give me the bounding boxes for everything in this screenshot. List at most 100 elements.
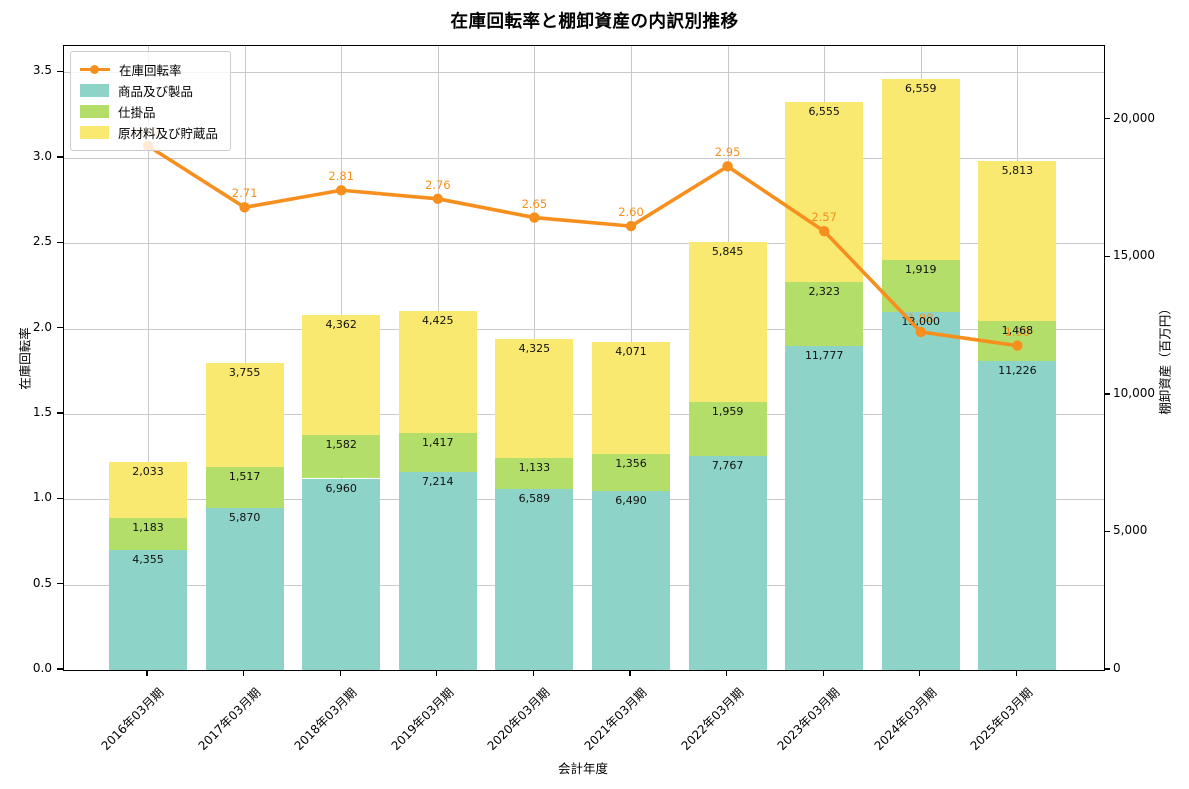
bar-segment	[785, 101, 864, 283]
y-tick-label-left: 3.0	[32, 148, 52, 163]
bar-value-label: 1,356	[615, 457, 647, 471]
bar-value-label: 5,870	[228, 511, 261, 525]
bar-value-label: 2,323	[808, 285, 840, 299]
bar-value-label: 4,355	[132, 553, 164, 567]
line-point-marker	[722, 161, 733, 172]
gridline-v	[148, 46, 149, 670]
bar-value-label: 1,517	[228, 469, 261, 483]
y-axis-label-left: 在庫回転率	[17, 327, 33, 390]
y-tick-label-right: 0	[1113, 661, 1121, 675]
bar-value-label: 6,555	[808, 104, 840, 118]
x-tick	[339, 670, 341, 676]
turnover-line	[147, 144, 1018, 348]
bar-segment	[881, 312, 960, 670]
bar-value-label: 4,362	[325, 317, 357, 331]
bar-value-label: 1,582	[325, 437, 357, 451]
green-swatch-icon	[80, 105, 109, 118]
bar-segment	[592, 491, 670, 670]
y-tick-label-left: 2.5	[32, 234, 52, 249]
yellow-swatch-icon	[80, 126, 109, 139]
legend-item-turnover: 在庫回転率	[80, 59, 218, 80]
bar-segment	[398, 310, 477, 433]
legend-label: 原材料及び貯蔵品	[118, 126, 219, 141]
bar-value-label: 3,755	[228, 366, 261, 380]
y-tick-left	[57, 583, 63, 585]
gridline-h	[64, 328, 1104, 330]
line-point-marker	[915, 326, 926, 338]
bar-value-label: 1,133	[518, 460, 551, 474]
bar-segment	[978, 160, 1057, 321]
bar-value-label: 2,033	[132, 464, 164, 478]
bar-value-label: 4,325	[518, 341, 551, 355]
y-tick-left	[57, 412, 63, 414]
bar-segment	[978, 361, 1057, 670]
bar-value-label: 5,845	[711, 244, 744, 258]
y-tick-right	[1104, 393, 1110, 395]
y-tick-left	[57, 156, 63, 158]
y-tick-right	[1104, 668, 1110, 670]
line-point-marker	[432, 193, 443, 204]
bar-value-label: 1,183	[132, 520, 164, 534]
bar-value-label: 6,589	[518, 491, 551, 505]
y-tick-label-left: 3.5	[32, 63, 52, 78]
bar-segment	[592, 342, 670, 455]
x-tick	[436, 670, 438, 676]
y-tick-left	[57, 326, 63, 329]
line-value-label: 2.71	[231, 186, 258, 201]
bar-segment	[302, 478, 381, 670]
bar-segment	[205, 363, 284, 467]
bar-segment	[109, 550, 187, 670]
y-tick-right	[1104, 118, 1110, 120]
bar-value-label: 11,777	[804, 348, 844, 362]
gridline-h	[64, 584, 1104, 586]
line-value-label: 2.57	[811, 210, 837, 225]
bar-segment	[688, 241, 767, 403]
bar-segment	[785, 345, 864, 670]
bar-segment	[109, 517, 187, 551]
line-value-label: 2.60	[618, 205, 644, 220]
x-tick	[629, 670, 631, 676]
y-tick-left	[57, 668, 63, 670]
bar-value-label: 13,000	[901, 315, 941, 329]
x-tick	[726, 670, 728, 676]
line-value-label: 2.95	[714, 145, 741, 160]
x-axis-label: 会計年度	[557, 761, 608, 776]
x-tick	[919, 670, 921, 676]
legend: 在庫回転率 商品及び製品 仕掛品 原材料及び貯蔵品	[70, 51, 232, 151]
chart-title: 在庫回転率と棚卸資産の内訳別推移	[450, 12, 739, 32]
gridline-v	[244, 46, 246, 670]
x-tick	[1015, 670, 1018, 676]
legend-item-products: 商品及び製品	[80, 80, 218, 101]
y-tick-label-left: 1.5	[32, 404, 52, 419]
y-tick-label-left: 0.5	[32, 575, 52, 590]
y-tick-left	[57, 241, 63, 243]
y-tick-label-right: 5,000	[1113, 523, 1148, 538]
bar-segment	[592, 454, 670, 492]
bar-segment	[688, 456, 767, 670]
gridline-h	[64, 499, 1104, 501]
bar-value-label: 4,071	[615, 345, 647, 359]
y-tick-label-right: 10,000	[1113, 385, 1155, 400]
y-tick-left	[57, 497, 63, 499]
y-tick-label-right: 15,000	[1113, 248, 1155, 263]
bar-value-label: 1,919	[905, 262, 937, 276]
y-tick-label-left: 0.0	[32, 661, 52, 675]
legend-item-wip: 仕掛品	[80, 101, 218, 122]
x-tick	[243, 670, 245, 676]
bar-value-label: 6,490	[615, 494, 647, 508]
bar-segment	[302, 434, 381, 479]
line-point-marker	[336, 185, 347, 196]
x-tick	[822, 670, 824, 676]
bar-value-label: 11,226	[998, 364, 1037, 378]
legend-label: 仕掛品	[118, 105, 156, 120]
gridline-h	[64, 72, 1104, 74]
y-tick-left	[57, 70, 63, 73]
bar-value-label: 1,417	[422, 435, 454, 449]
y-tick-label-left: 2.0	[32, 319, 52, 334]
bar-segment	[785, 282, 864, 346]
bar-value-label: 4,425	[422, 313, 454, 327]
bar-segment	[495, 338, 574, 458]
bar-segment	[109, 461, 187, 518]
line-value-label: 2.81	[328, 169, 354, 184]
